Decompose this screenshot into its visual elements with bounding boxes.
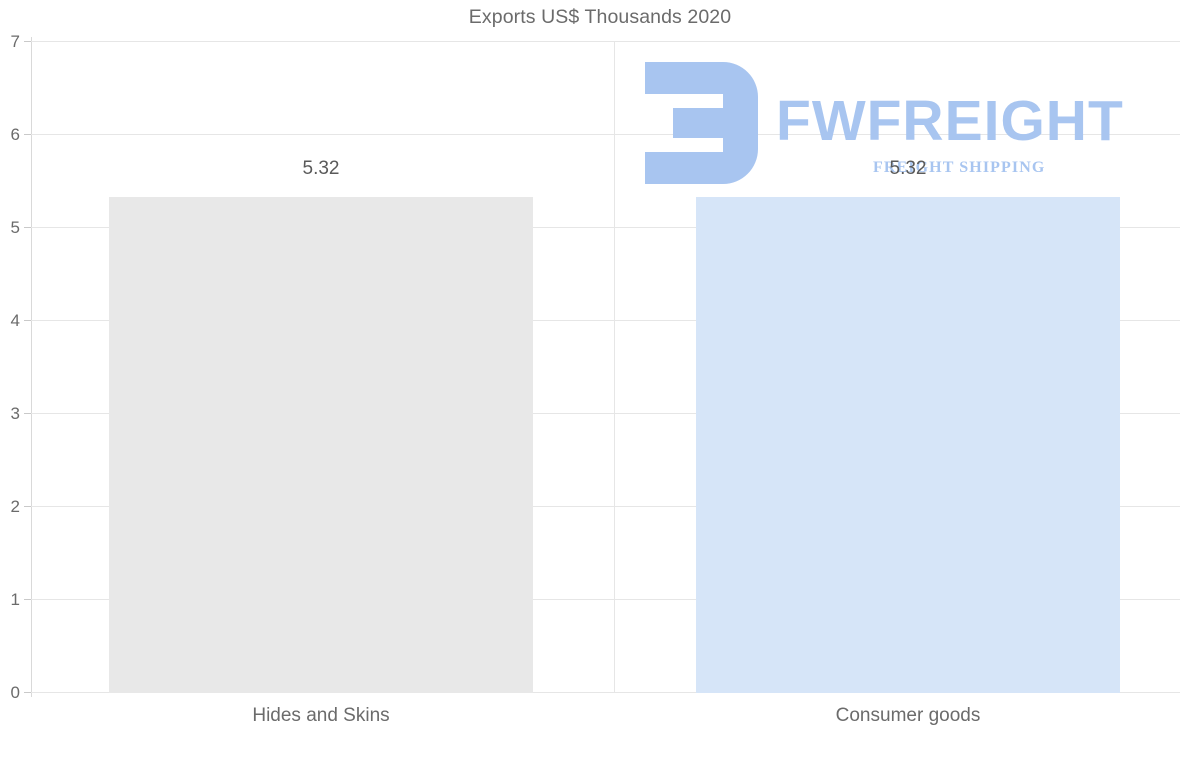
y-tick-label: 3 [10, 404, 20, 423]
gridline-horizontal [31, 506, 1180, 507]
y-axis-line [31, 37, 32, 697]
gridline-vertical [614, 41, 615, 693]
bar-consumer-goods[interactable] [696, 197, 1120, 693]
y-tick-mark [24, 413, 31, 414]
y-tick-mark [24, 41, 31, 42]
gridline-horizontal [31, 134, 1180, 135]
y-tick-label: 7 [10, 32, 20, 51]
y-tick-mark [24, 320, 31, 321]
bar-hides-and-skins[interactable] [109, 197, 533, 693]
x-axis-label-consumer-goods: Consumer goods [835, 705, 981, 726]
y-tick-label: 4 [10, 311, 20, 330]
y-tick-label: 6 [10, 125, 20, 144]
y-tick-mark [24, 599, 31, 600]
bar-value-label-hides-and-skins: 5.32 [302, 158, 340, 180]
gridline-horizontal [31, 692, 1180, 693]
y-tick-label: 1 [10, 590, 20, 609]
y-tick-label: 0 [10, 683, 20, 702]
gridline-horizontal [31, 227, 1180, 228]
plot-area [31, 41, 1180, 693]
gridline-horizontal [31, 413, 1180, 414]
gridline-horizontal [31, 599, 1180, 600]
y-tick-mark [24, 227, 31, 228]
bar-value-label-consumer-goods: 5.32 [889, 158, 927, 180]
y-tick-mark [24, 692, 31, 693]
y-tick-label: 5 [10, 218, 20, 237]
y-tick-mark [24, 506, 31, 507]
gridline-horizontal [31, 41, 1180, 42]
gridline-horizontal [31, 320, 1180, 321]
y-tick-mark [24, 134, 31, 135]
x-axis-label-hides-and-skins: Hides and Skins [252, 705, 390, 726]
chart-title: Exports US$ Thousands 2020 [468, 6, 732, 28]
y-tick-label: 2 [10, 497, 20, 516]
